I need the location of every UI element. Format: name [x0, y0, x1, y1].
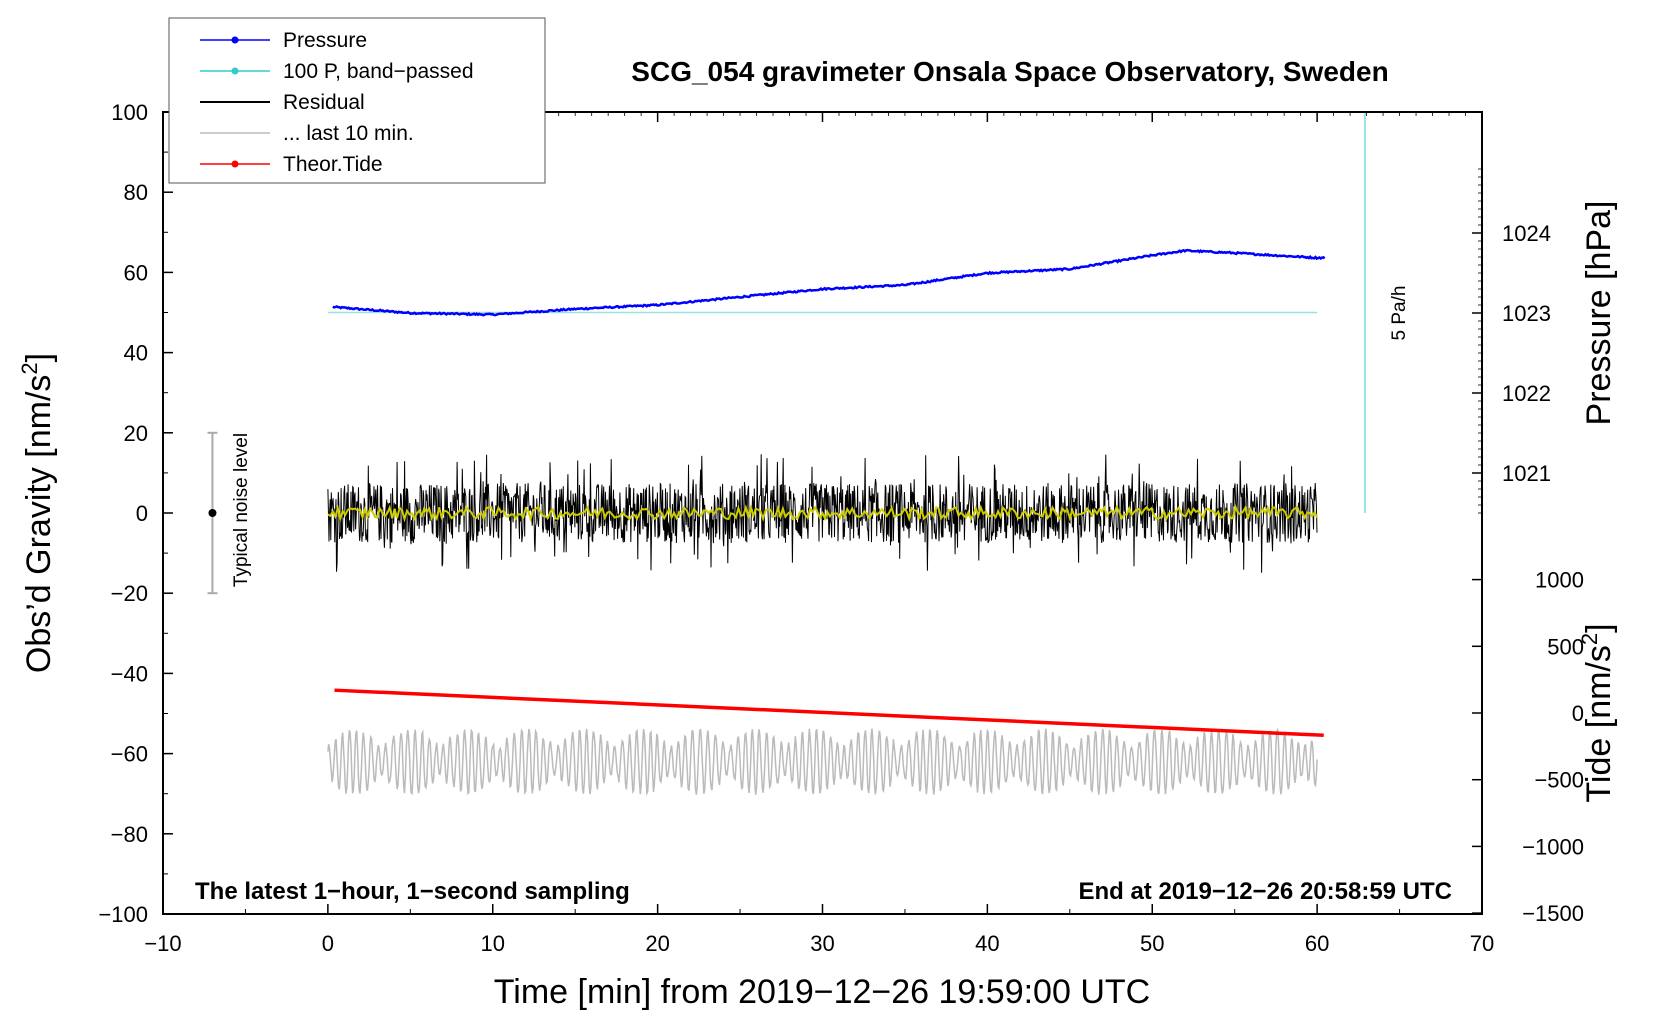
tide-tick-label: −1500	[1522, 901, 1584, 926]
legend-marker	[231, 36, 239, 44]
chart-title: SCG_054 gravimeter Onsala Space Observat…	[631, 56, 1388, 87]
legend-box	[168, 17, 546, 184]
x-tick-label: 40	[975, 931, 999, 956]
pressure-tick-label: 1024	[1502, 221, 1551, 246]
y-tick-label: 60	[124, 260, 148, 285]
y-tick-label: 40	[124, 341, 148, 366]
noise-level-label: Typical noise level	[231, 433, 252, 587]
series-last-10-min-line	[327, 727, 1318, 797]
y-tick-label: 100	[111, 100, 148, 125]
tide-tick-label: −500	[1534, 768, 1584, 793]
tide-tick-label: 500	[1547, 634, 1584, 659]
tide-tick-label: 1000	[1535, 568, 1584, 593]
tide-axis-ticks: −1500 −1000 −500 0 500 1000	[1472, 568, 1584, 926]
legend: Pressure 100 P, band−passed Residual ... la…	[168, 17, 546, 184]
series-residual-line	[327, 454, 1318, 573]
noise-bar-center-dot	[208, 509, 217, 517]
x-tick-label: 30	[810, 931, 834, 956]
y-axis-title: Obs’d Gravity [nm/s2]	[17, 353, 58, 673]
y-tick-label: 0	[136, 501, 148, 526]
pressure-tick-label: 1023	[1502, 301, 1551, 326]
legend-marker	[231, 160, 239, 168]
pressure-axis-title: Pressure [hPa]	[1580, 201, 1618, 426]
y-tick-label: −60	[111, 742, 148, 767]
x-tick-label: −10	[144, 931, 181, 956]
x-tick-label: 0	[322, 931, 334, 956]
pressure-axis-ticks: 1021 1022 1023 1024	[1472, 168, 1551, 514]
x-axis-title: Time [min] from 2019−12−26 19:59:00 UTC	[494, 973, 1150, 1011]
legend-label: ... last 10 min.	[283, 122, 414, 145]
x-tick-label: 20	[645, 931, 669, 956]
pressure-scale-label: 5 Pa/h	[1389, 286, 1410, 341]
tide-tick-label: −1000	[1522, 834, 1584, 859]
y-tick-label: 20	[124, 421, 148, 446]
series-residual-smoothed-line	[327, 503, 1319, 523]
pressure-tick-label: 1021	[1502, 461, 1551, 486]
series-layer	[327, 248, 1326, 797]
legend-label: 100 P, band−passed	[283, 60, 474, 83]
tide-tick-label: 0	[1572, 701, 1584, 726]
x-tick-label: 10	[481, 931, 505, 956]
note-left: The latest 1−hour, 1−second sampling	[195, 878, 630, 905]
y-tick-label: −20	[111, 581, 148, 606]
series-pressure-line	[332, 248, 1326, 317]
y-axis-ticks: −100 −80 −60 −40 −20 0 20 40 60 80 100	[98, 100, 173, 927]
legend-marker	[231, 67, 239, 75]
legend-label: Pressure	[283, 29, 367, 52]
y-tick-label: −100	[98, 902, 148, 927]
note-right: End at 2019−12−26 20:58:59 UTC	[1078, 878, 1452, 905]
y-tick-label: 80	[124, 180, 148, 205]
x-axis-ticks: −10 0 10 20 30 40 50 60 70	[144, 112, 1494, 956]
series-tide-line	[334, 688, 1324, 738]
noise-level-bar	[207, 431, 218, 595]
tide-axis-title: Tide [nm/s2]	[1577, 623, 1618, 802]
legend-label: Theor.Tide	[283, 153, 383, 176]
x-tick-label: 60	[1305, 931, 1329, 956]
y-tick-label: −80	[111, 822, 148, 847]
x-tick-label: 50	[1140, 931, 1164, 956]
legend-label: Residual	[283, 91, 365, 114]
y-tick-label: −40	[111, 661, 148, 686]
pressure-tick-label: 1022	[1502, 381, 1551, 406]
x-tick-label: 70	[1470, 931, 1494, 956]
